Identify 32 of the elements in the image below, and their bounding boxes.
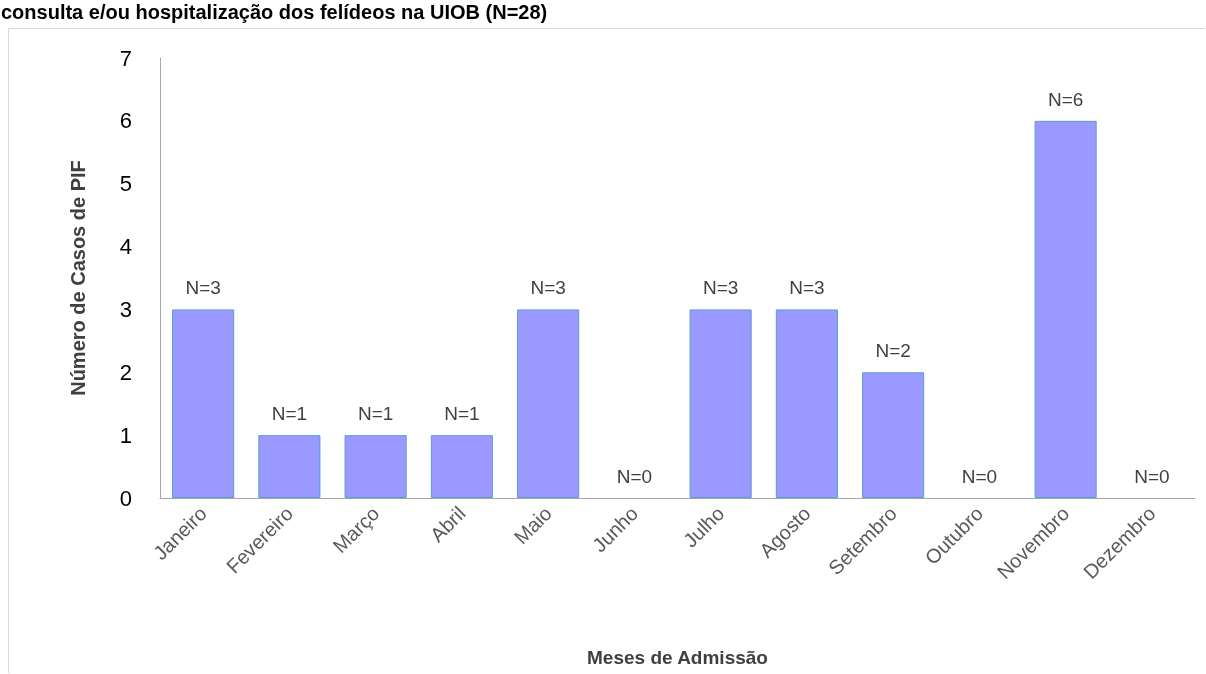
data-label: N=3 [789,277,825,299]
data-label: N=0 [616,466,653,487]
data-label: N=1 [271,403,308,425]
data-label: N=1 [357,403,394,425]
data-label: N=0 [1134,466,1170,487]
bar [862,372,925,498]
data-label: N=3 [702,277,739,299]
y-tick-label: 6 [119,108,132,134]
y-tick-label: 5 [119,171,132,197]
data-label: N=3 [185,277,221,299]
y-tick-label: 3 [119,296,132,322]
y-axis-title: Número de Casos de PIF [67,160,89,396]
bar [775,309,838,498]
bar [517,309,580,498]
data-label: N=0 [961,466,998,487]
bar [172,309,235,498]
bar [689,309,752,498]
bar [430,435,493,498]
y-tick-label: 1 [119,422,132,448]
y-tick-label: 2 [119,359,132,385]
chart-title: consulta e/ou hospitalização dos felídeos na UIOB (N=28) [1,1,548,24]
data-label: N=3 [530,277,566,299]
x-axis-title: Meses de Admissão [587,647,768,668]
bar [344,435,407,498]
bar [258,435,321,498]
data-label: N=2 [875,340,911,362]
y-tick-label: 0 [119,485,132,511]
y-tick-label: 4 [119,234,132,260]
y-tick-label: 7 [119,45,132,71]
data-label: N=6 [1047,88,1084,110]
data-label: N=1 [444,403,480,425]
bar [1034,120,1097,498]
